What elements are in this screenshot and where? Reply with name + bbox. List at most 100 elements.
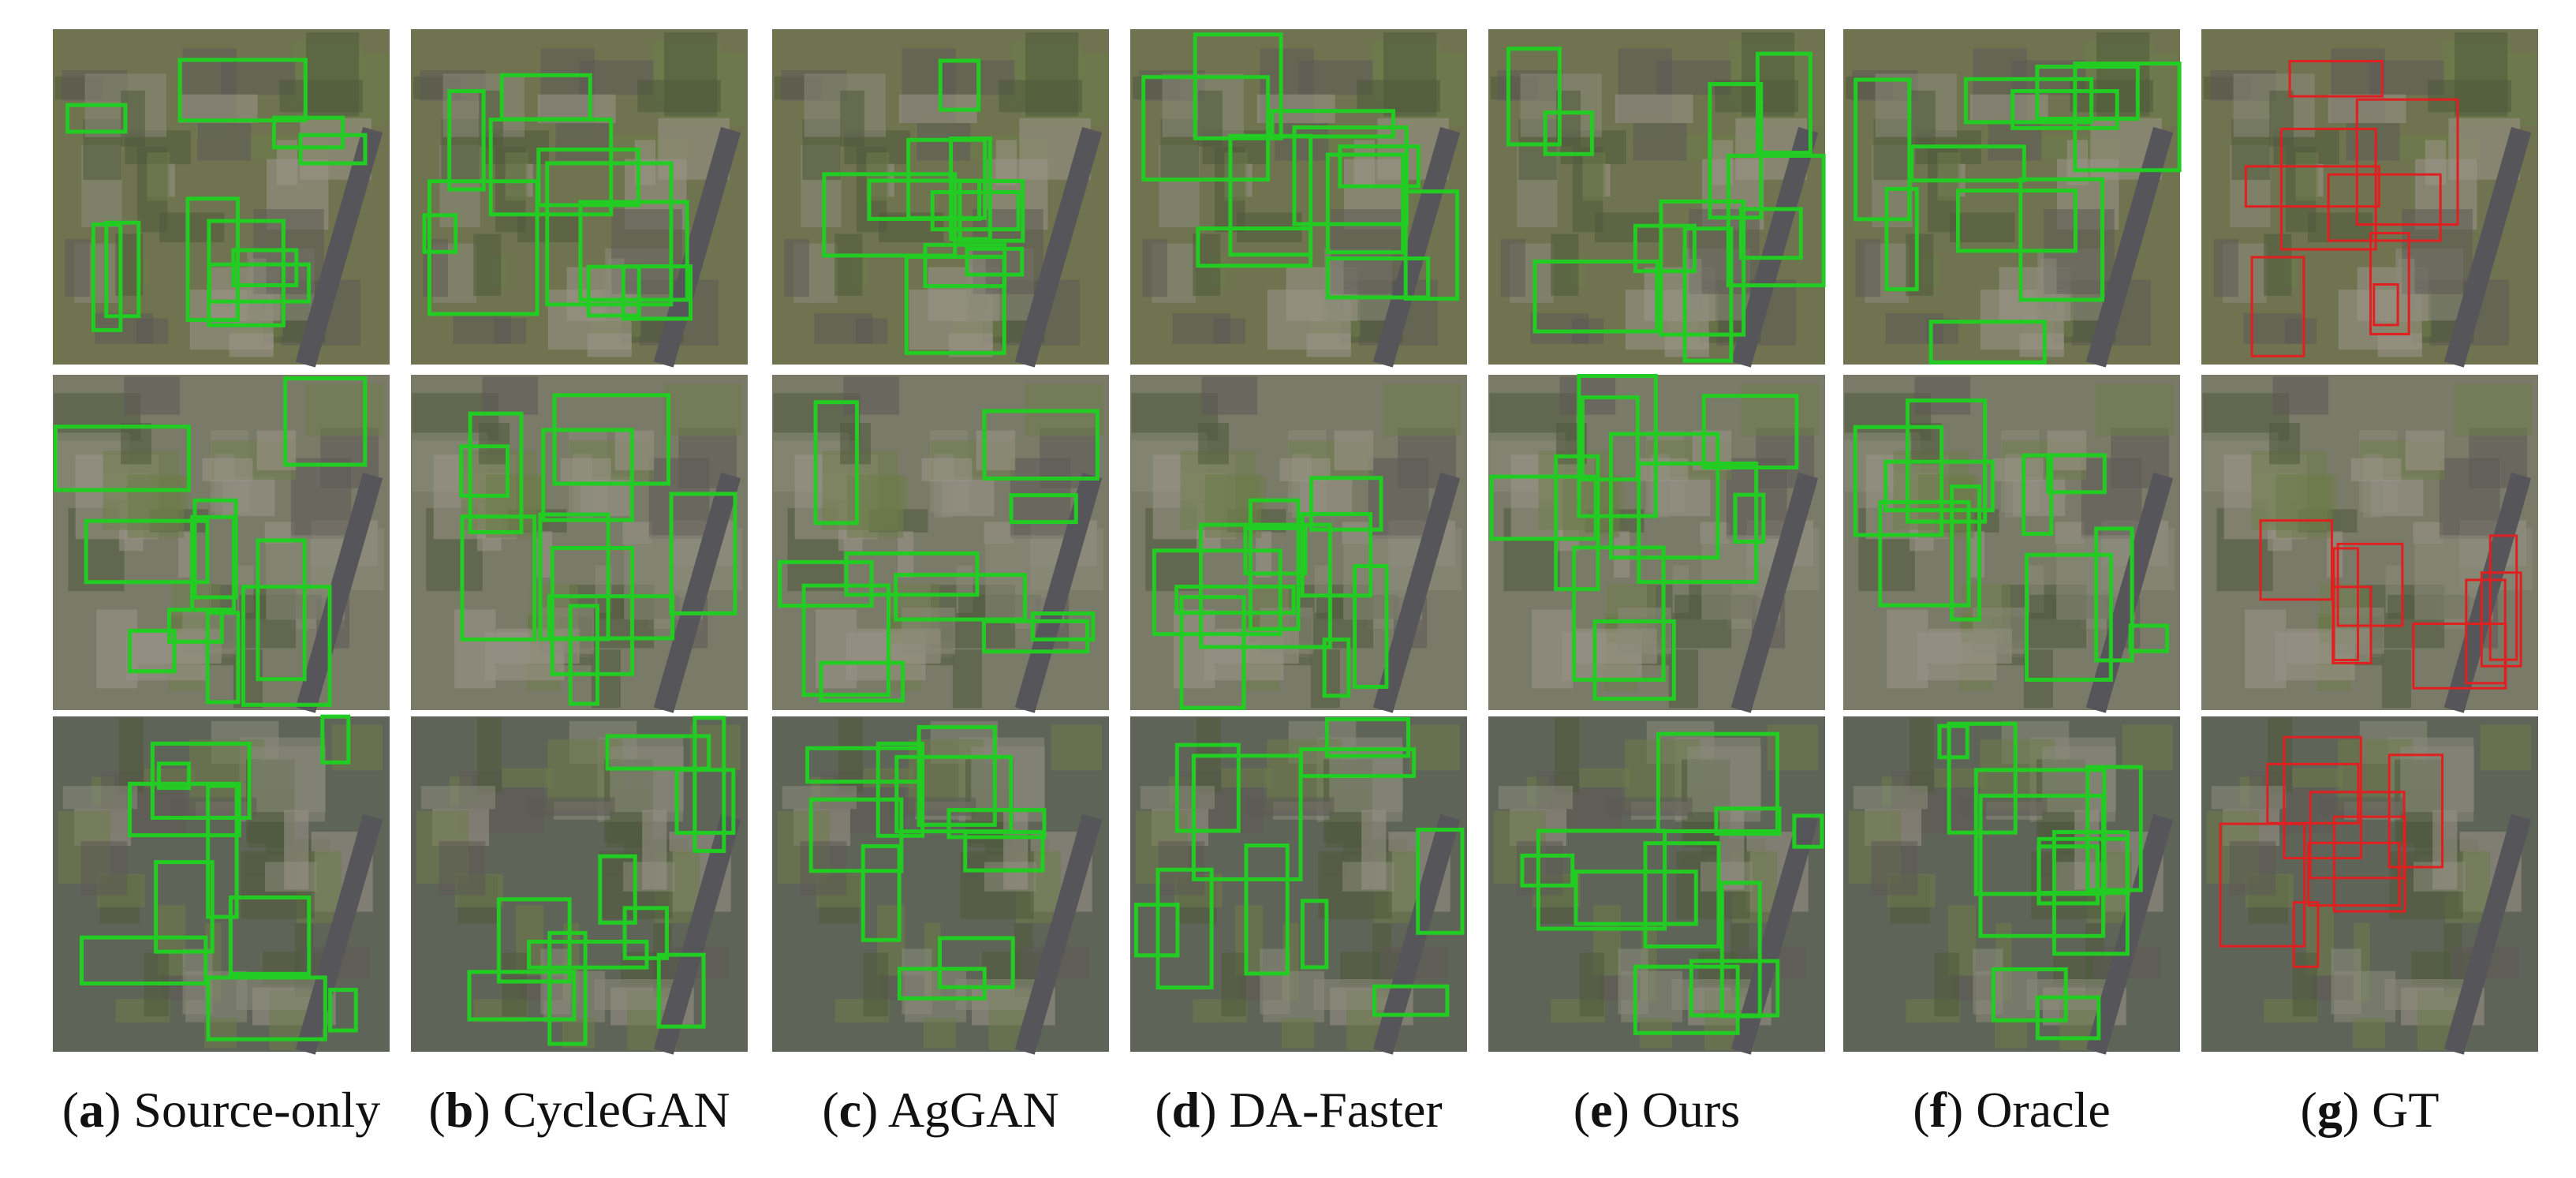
detection-box — [1292, 125, 1409, 226]
road — [295, 813, 383, 1055]
detection-box — [982, 409, 1099, 481]
terrain-patch — [1498, 786, 1574, 810]
detection-box — [578, 200, 689, 302]
detection-box — [808, 797, 904, 873]
terrain-patch — [2081, 458, 2142, 539]
terrain-patch — [902, 948, 932, 1015]
caption: (a) Source-only — [40, 1081, 403, 1139]
terrain-patch — [1960, 797, 2048, 816]
caption-label: Ours — [1641, 1082, 1741, 1138]
terrain-patch — [2353, 1018, 2386, 1049]
terrain-patch — [2295, 152, 2319, 201]
detection-box — [2018, 177, 2104, 302]
detection-box — [320, 714, 351, 765]
terrain-patch — [2405, 430, 2445, 470]
detection-box — [1489, 474, 1598, 541]
terrain-patch — [1383, 383, 1462, 436]
detection-box — [1577, 373, 1658, 518]
terrain-patch — [2047, 430, 2087, 470]
terrain-patch — [2292, 952, 2317, 1017]
terrain-patch — [1633, 123, 1687, 161]
terrain-patch — [1247, 797, 1335, 816]
aerial-tile — [1843, 716, 2180, 1055]
terrain-patch — [505, 152, 528, 201]
terrain-patch — [2245, 609, 2287, 689]
terrain-patch — [1221, 952, 1246, 1017]
terrain-patch — [863, 952, 888, 1017]
road — [653, 813, 741, 1055]
detection-box — [447, 88, 486, 192]
detection-box — [1325, 256, 1431, 300]
caption: (b) CycleGAN — [398, 1081, 761, 1139]
terrain-patch — [1995, 1018, 2028, 1049]
ground-truth-box — [2355, 98, 2459, 226]
terrain-patch — [855, 318, 888, 344]
terrain-patch — [560, 458, 611, 482]
detection-box — [177, 58, 308, 123]
detection-box — [674, 768, 736, 836]
detection-box — [1520, 853, 1575, 888]
detection-box — [1878, 499, 1971, 608]
terrain-patch — [1256, 531, 1272, 578]
terrain-patch — [2454, 32, 2508, 117]
detection-box — [693, 716, 726, 853]
terrain-patch — [1532, 609, 1574, 689]
road — [295, 126, 383, 368]
detection-box — [1270, 109, 1396, 139]
detection-box — [1792, 813, 1824, 849]
ground-truth-box — [2266, 762, 2360, 825]
terrain-patch — [1914, 376, 1971, 415]
detection-box — [1726, 153, 1826, 288]
aerial-tile — [411, 716, 748, 1055]
caption-label: AgGAN — [887, 1082, 1059, 1138]
terrain-patch — [1198, 423, 1229, 465]
caption-tag: (e) — [1573, 1082, 1630, 1138]
detection-box — [185, 196, 240, 322]
ground-truth-box — [2480, 571, 2522, 668]
detection-box — [894, 754, 1014, 834]
detection-box — [1738, 207, 1803, 260]
aerial-tile — [53, 714, 390, 1055]
terrain-patch — [921, 458, 973, 482]
terrain-patch — [648, 458, 710, 539]
detection-box — [241, 585, 332, 707]
detection-box — [1155, 867, 1214, 990]
terrain-patch — [1334, 430, 1374, 470]
detection-box — [1682, 226, 1734, 363]
terrain-patch — [2284, 318, 2317, 344]
detection-box — [1955, 189, 2078, 253]
detection-box — [656, 952, 706, 1029]
terrain-patch — [663, 32, 718, 117]
detection-box — [1659, 199, 1746, 337]
road — [1372, 126, 1461, 368]
terrain-patch — [1741, 32, 1795, 117]
detection-box — [801, 583, 890, 697]
detection-box — [104, 220, 141, 319]
terrain-patch — [290, 458, 352, 539]
terrain-patch — [1500, 238, 1525, 297]
detection-box — [1416, 828, 1465, 935]
terrain-patch — [1969, 94, 2048, 124]
detection-box — [1174, 742, 1241, 833]
terrain-patch — [1313, 979, 1393, 1010]
aerial-tile — [2201, 716, 2538, 1055]
detection-box — [586, 264, 641, 318]
caption-label: GT — [2372, 1082, 2440, 1138]
terrain-patch — [834, 234, 863, 296]
terrain-patch — [955, 979, 1035, 1010]
terrain-patch — [663, 383, 742, 436]
image-grid — [53, 29, 2538, 1055]
terrain-patch — [1201, 376, 1258, 415]
terrain-patch — [202, 458, 253, 482]
ground-truth-box — [2250, 256, 2305, 357]
terrain-patch — [2275, 474, 2333, 538]
detection-box — [904, 254, 1006, 355]
terrain-patch — [2439, 458, 2500, 539]
terrain-patch — [2454, 383, 2533, 436]
aerial-tile — [53, 375, 390, 713]
detection-box — [938, 58, 981, 112]
terrain-patch — [840, 90, 864, 147]
detection-box — [930, 190, 1021, 232]
detection-box — [813, 400, 859, 525]
detection-box — [1536, 828, 1667, 931]
